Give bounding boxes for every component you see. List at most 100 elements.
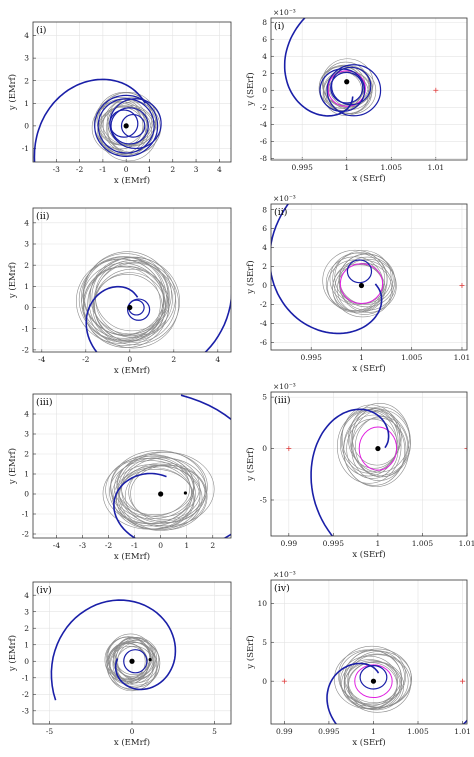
orbit-ellipse [130,464,206,523]
x-axis-label: x (SErf) [352,173,385,184]
orbit-ellipse [111,464,193,527]
plot-area [75,251,231,352]
x-tick-label: 0.995 [300,353,322,362]
panel-label: (i) [274,21,284,32]
trajectory-path [283,18,354,117]
orbit-ellipse [93,262,177,343]
x-axis-label: x (SErf) [352,549,385,560]
orbit-ellipse [81,262,165,343]
x-tick-label: -4 [53,541,61,550]
x-tick-label: 1.005 [401,353,423,362]
y-tick-label: 5 [262,638,267,647]
plot-area [283,18,439,117]
x-tick-label: -2 [82,355,90,364]
x-axis-label: x (SErf) [352,737,385,748]
orbit-ellipse [341,404,401,472]
y-tick-label: -8 [260,154,268,163]
y-tick-label: -1 [22,673,29,682]
panel-label: (iv) [36,585,52,596]
y-tick-label: -2 [22,530,30,539]
secondary-body-marker [183,491,188,495]
x-tick-label: 5 [212,727,217,736]
orbit-ellipse [349,403,410,473]
trajectory-path [85,285,231,352]
primary-body-marker [344,79,350,85]
x-tick-label: 1 [359,353,364,362]
y-axis-label: y (EMrf) [7,262,18,299]
x-tick-label: -3 [79,541,87,550]
x-tick-label: -3 [53,165,61,174]
trajectory-path [271,204,383,335]
trajectory-loop [330,71,364,104]
y-tick-label: -1 [22,144,29,153]
trajectory-loop [359,665,388,690]
trajectory-path [113,394,231,538]
plot-background [271,18,467,160]
primary-body-marker [158,491,164,497]
plot-area [102,394,231,538]
panel-label: (ii) [36,211,50,222]
y-axis-label: y (SErf) [245,72,256,106]
trajectory-loop [127,298,151,321]
x-tick-label: 3 [194,165,199,174]
y-axis-label: y (SErf) [245,447,256,481]
y-tick-label: 0 [262,677,267,686]
orbit-ellipse [329,252,386,306]
axes-frame [270,203,468,351]
y-tick-label: -2 [22,345,30,354]
y-tick-label: 0 [24,303,29,312]
trajectory-loop [326,64,382,117]
chart-panel: -3 -2 -1 0 1 2 3 4 -1 0 1 2 3 4 (i) x (EMrf) y (EMrf) [7,21,232,186]
x-tick-label: -1 [131,541,138,550]
y-tick-label: -2 [260,300,268,309]
panel-label: (iii) [36,397,53,408]
x-tick-label: 4 [217,165,222,174]
panel-label: (iii) [274,395,291,406]
x-tick-label: 2 [171,355,176,364]
y-tick-label: 4 [262,52,267,61]
orbit-ellipse [340,407,399,474]
y-tick-label: -2 [260,103,268,112]
orbit-ellipse [338,645,407,706]
y-tick-label: 3 [24,430,29,439]
trajectory-loop [123,649,148,674]
x-tick-label: 1 [371,727,376,736]
x-tick-label: 0.99 [276,727,293,736]
orbit-ellipse [118,465,203,531]
y-tick-label: 2 [24,261,29,270]
x-tick-label: 0 [130,727,135,736]
panel-label: (ii) [274,207,288,218]
plot-background [33,394,231,538]
x-tick-label: 1.01 [454,727,471,736]
secondary-body-marker [148,658,152,662]
x-tick-label: 1.01 [459,539,474,548]
y-tick-label: 0 [24,657,29,666]
y-tick-label: 1 [24,99,29,108]
reference-circle [358,426,398,471]
y-tick-label: 4 [24,410,29,419]
orbit-ellipse [114,639,161,686]
orbit-ellipse [341,659,398,709]
y-tick-label: -1 [22,324,29,333]
x-tick-label: 0 [124,165,129,174]
x-tick-label: 1 [344,163,349,172]
y-tick-label: 2 [24,450,29,459]
plot-background [271,580,467,724]
plot-area [50,599,177,701]
y-tick-label: 1 [24,282,29,291]
plot-background [33,208,231,352]
plot-area [281,645,467,724]
orbit-ellipse [340,655,398,707]
y-tick-label: 0 [262,444,267,453]
x-tick-label: 1 [376,539,381,548]
x-tick-label: -4 [38,355,46,364]
x-tick-label: 1.005 [407,727,429,736]
y-exponent-label: ×10⁻³ [273,382,296,391]
axes-frame [32,207,232,353]
x-tick-label: 0.995 [291,163,313,172]
orbit-ellipse [109,460,192,524]
orbit-ellipse [117,451,208,522]
y-tick-label: 1 [24,640,29,649]
x-axis-label: x (EMrf) [114,175,150,186]
x-axis-label: x (EMrf) [114,551,150,562]
